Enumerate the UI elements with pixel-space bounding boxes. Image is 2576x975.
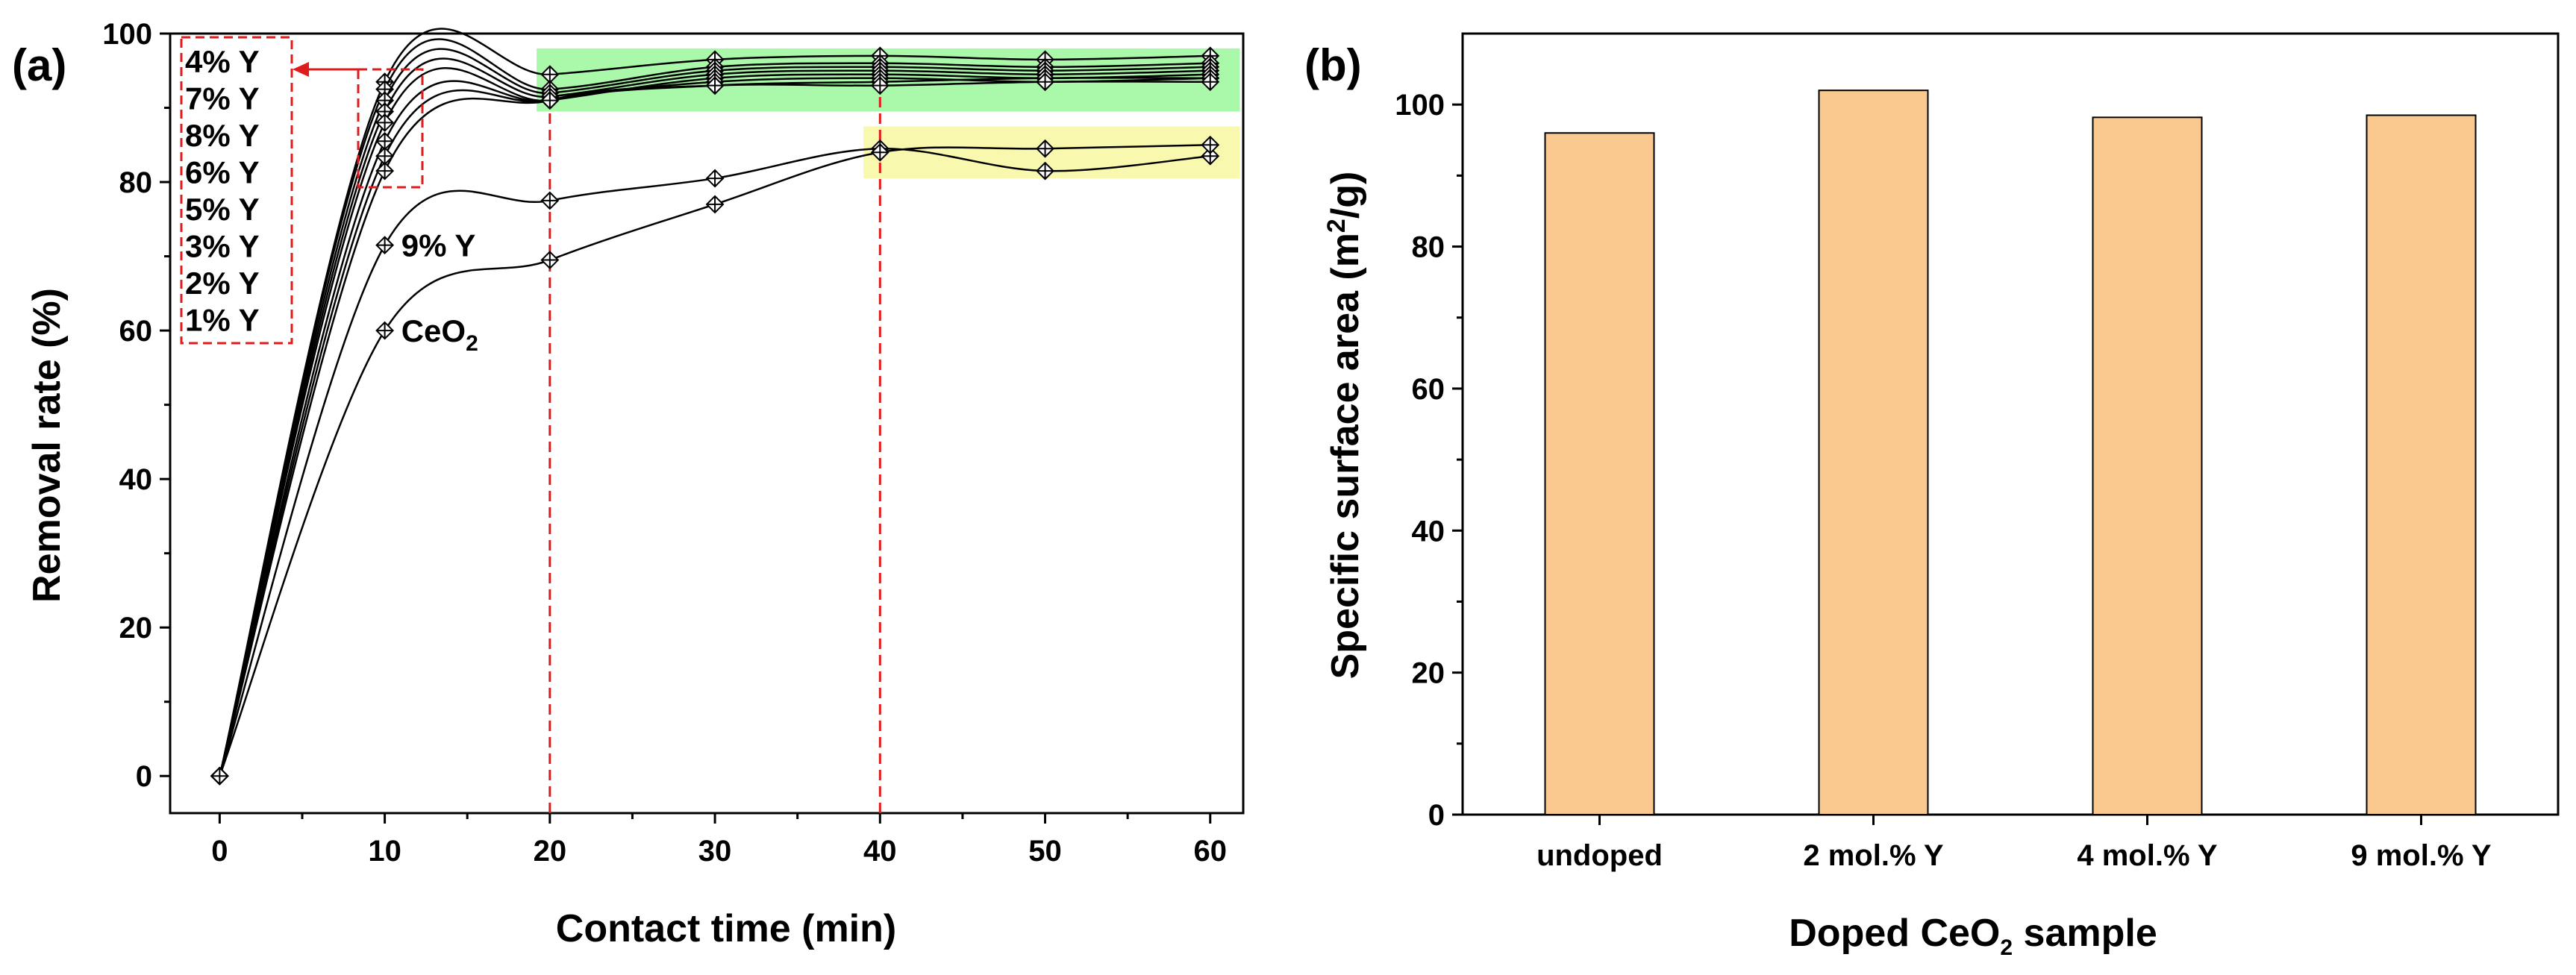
data-point-marker — [375, 236, 395, 255]
data-point-marker — [375, 113, 395, 132]
series-line — [219, 148, 1210, 777]
panel-b-x-label-subscript: 2 — [2000, 935, 2013, 960]
data-point-marker — [540, 65, 560, 84]
panel-b-y-label-superscript: 2 — [1322, 219, 1351, 233]
y-tick-label: 80 — [119, 166, 153, 199]
series-line — [219, 144, 1210, 777]
panel-a-axis-ticks: 0 10 20 30 40 50 60 0 20 40 60 80 100 — [102, 18, 1227, 868]
x-tick-label: 50 — [1028, 835, 1062, 868]
y-tick-label: 40 — [119, 463, 153, 496]
x-tick-label: 10 — [368, 835, 401, 868]
data-point-marker — [1036, 72, 1054, 92]
y-tick-label: 20 — [1412, 657, 1445, 690]
series-line — [219, 77, 1210, 777]
panel-a-annotations: 4% Y7% Y8% Y6% Y5% Y3% Y2% Y1% Y 9% Y CeO2 — [180, 36, 478, 356]
x-category-label: 9 mol.% Y — [2351, 839, 2492, 872]
y-tick-label: 40 — [1412, 515, 1445, 548]
bar — [1818, 90, 1929, 816]
panel-b-label: (b) — [1304, 40, 1362, 90]
annotation-arrow-head — [293, 62, 309, 77]
series-list-dashed-box — [180, 36, 293, 345]
series-line — [219, 38, 1210, 777]
series-list-label: 5% Y — [185, 192, 260, 227]
data-point-marker — [870, 142, 890, 162]
panel-a-series — [210, 28, 1220, 786]
y-tick-label: 0 — [136, 760, 152, 793]
data-point-marker — [375, 321, 395, 340]
data-point-marker — [540, 191, 560, 210]
y-tick-label: 100 — [1395, 89, 1445, 122]
series-label-ceo2: CeO2 — [401, 313, 478, 356]
series-label-9pct-y: 9% Y — [401, 228, 476, 263]
panel-b-y-axis-label: Specific surface area (m2/g) — [1322, 172, 1367, 680]
data-point-marker — [705, 76, 725, 95]
x-category-label: 2 mol.% Y — [1803, 839, 1944, 872]
data-point-marker — [1036, 161, 1054, 181]
series-list-label: 6% Y — [185, 155, 260, 190]
series-list-label: 7% Y — [185, 81, 260, 116]
panel-a-plot-frame — [169, 32, 1245, 815]
series-9-y — [210, 139, 1220, 786]
panel-b-y-label-part-1: Specific surface area (m — [1324, 233, 1367, 679]
panel-a-y-axis-label: Removal rate (%) — [25, 288, 69, 603]
bar — [2366, 114, 2477, 815]
data-point-marker — [870, 76, 890, 95]
series-ceo2 — [210, 135, 1220, 786]
panel-a-x-axis-label: Contact time (min) — [556, 907, 896, 950]
series-line — [219, 57, 1210, 777]
x-category-label: undoped — [1536, 839, 1663, 872]
x-category-label: 4 mol.% Y — [2077, 839, 2218, 872]
early-data-dashed-box — [357, 68, 424, 189]
y-tick-label: 60 — [1412, 373, 1445, 406]
panel-b-y-label-part-2: /g) — [1324, 172, 1367, 219]
data-point-marker — [540, 251, 560, 269]
series-list-label: 1% Y — [185, 303, 260, 338]
panel-b-x-axis-label: Doped CeO2 sample — [1789, 912, 2157, 960]
x-tick-label: 30 — [698, 835, 732, 868]
panel-b-x-label-part-1: Doped CeO — [1789, 912, 2000, 955]
series-list-label: 8% Y — [185, 118, 260, 153]
x-tick-label: 60 — [1194, 835, 1228, 868]
ceo2-label-subscript: 2 — [466, 331, 478, 356]
bar — [1544, 132, 1655, 816]
y-tick-label: 20 — [119, 612, 153, 645]
panel-a-axes-box — [169, 32, 1245, 815]
y-tick-label: 60 — [119, 315, 153, 348]
ceo2-label-base: CeO — [401, 313, 466, 348]
panel-b-surface-area-chart: 0 20 40 60 80 100 undoped 2 mol.% Y 4 mol.% Y 9 m… — [1304, 32, 2560, 960]
x-tick-label: 0 — [211, 835, 228, 868]
series-line — [219, 48, 1210, 777]
panel-a-label: (a) — [12, 40, 66, 90]
panel-a-removal-rate-chart: 0 10 20 30 40 50 60 0 20 40 60 80 100 4% Y7% Y8% Y6%… — [12, 18, 1245, 950]
y-tick-label: 100 — [102, 18, 152, 51]
x-tick-label: 40 — [863, 835, 897, 868]
data-point-marker — [1036, 139, 1054, 158]
series-list-label: 3% Y — [185, 229, 260, 264]
data-point-marker — [1201, 135, 1220, 154]
y-tick-label: 80 — [1412, 231, 1445, 264]
series-list-label: 2% Y — [185, 266, 260, 301]
panel-b-plot-frame — [1461, 32, 2560, 816]
y-tick-label: 0 — [1428, 799, 1445, 832]
series-line — [219, 81, 1210, 777]
data-point-marker — [375, 161, 395, 181]
series-1-y — [210, 72, 1220, 786]
data-point-marker — [705, 195, 725, 214]
panel-b-axes-box — [1461, 32, 2560, 816]
data-point-marker — [1201, 72, 1220, 92]
data-point-marker — [210, 766, 229, 786]
panel-b-bars — [1544, 90, 2477, 816]
panel-b-axis-ticks: 0 20 40 60 80 100 undoped 2 mol.% Y 4 mol.% Y 9 m… — [1395, 89, 2492, 872]
series-list-label: 4% Y — [185, 44, 260, 79]
x-tick-label: 20 — [534, 835, 567, 868]
vertical-time-markers — [548, 78, 881, 813]
panel-b-x-label-part-2: sample — [2013, 912, 2157, 955]
data-point-marker — [540, 91, 560, 110]
data-point-marker — [705, 169, 725, 188]
series-line — [219, 28, 1210, 777]
bar — [2092, 116, 2203, 815]
